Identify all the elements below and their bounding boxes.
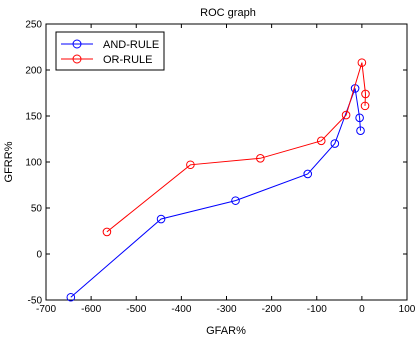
x-tick-label: -600 (81, 304, 101, 315)
legend-label-and-rule: AND-RULE (103, 39, 159, 51)
legend-label-or-rule: OR-RULE (103, 54, 153, 66)
series-layer (66, 58, 370, 302)
x-tick-label: -200 (262, 304, 282, 315)
data-point-and-rule (303, 169, 313, 179)
legend-marker-or-rule (72, 54, 82, 64)
x-tick-label: -400 (171, 304, 191, 315)
data-point-or-rule (186, 160, 195, 170)
x-tick-label: -700 (36, 304, 56, 315)
x-tick-label: -100 (307, 304, 327, 315)
data-point-or-rule (316, 136, 326, 146)
data-point-and-rule (156, 214, 166, 224)
data-point-and-rule (330, 139, 340, 148)
legend-box (55, 31, 165, 71)
legend-marker-and-rule (72, 39, 82, 49)
y-tick-label: 0 (36, 250, 42, 261)
x-tick-label: 0 (359, 304, 365, 315)
data-point-and-rule (356, 126, 365, 136)
chart-title: ROC graph (200, 7, 256, 19)
data-point-and-rule (231, 196, 240, 205)
series-line-and-rule (70, 88, 361, 298)
data-point-or-rule (341, 110, 351, 120)
axis-ticks: -700 -600 -500 -400 -300 -200 -100 0 100-5005010… (25, 20, 415, 316)
series-line-or-rule (106, 62, 367, 233)
data-point-or-rule (256, 154, 265, 163)
x-axis-title: GFAR% (206, 325, 246, 337)
x-tick-label: -500 (126, 304, 146, 315)
data-point-and-rule (355, 113, 364, 123)
y-tick-label: 150 (25, 112, 42, 123)
legend: AND-RULE OR-RULE (55, 31, 165, 71)
data-point-or-rule (357, 58, 367, 67)
data-point-or-rule (102, 227, 112, 237)
x-tick-label: 100 (399, 304, 416, 315)
y-axis-title: GFRR% (3, 141, 15, 182)
y-tick-label: 100 (25, 158, 42, 169)
x-tick-label: -300 (216, 304, 236, 315)
data-point-or-rule (361, 89, 370, 99)
y-tick-label: -50 (28, 296, 43, 307)
y-tick-label: 50 (31, 204, 43, 215)
y-tick-label: 250 (25, 20, 42, 31)
data-point-and-rule (66, 292, 76, 302)
y-tick-label: 200 (25, 66, 42, 77)
data-point-or-rule (360, 101, 370, 111)
